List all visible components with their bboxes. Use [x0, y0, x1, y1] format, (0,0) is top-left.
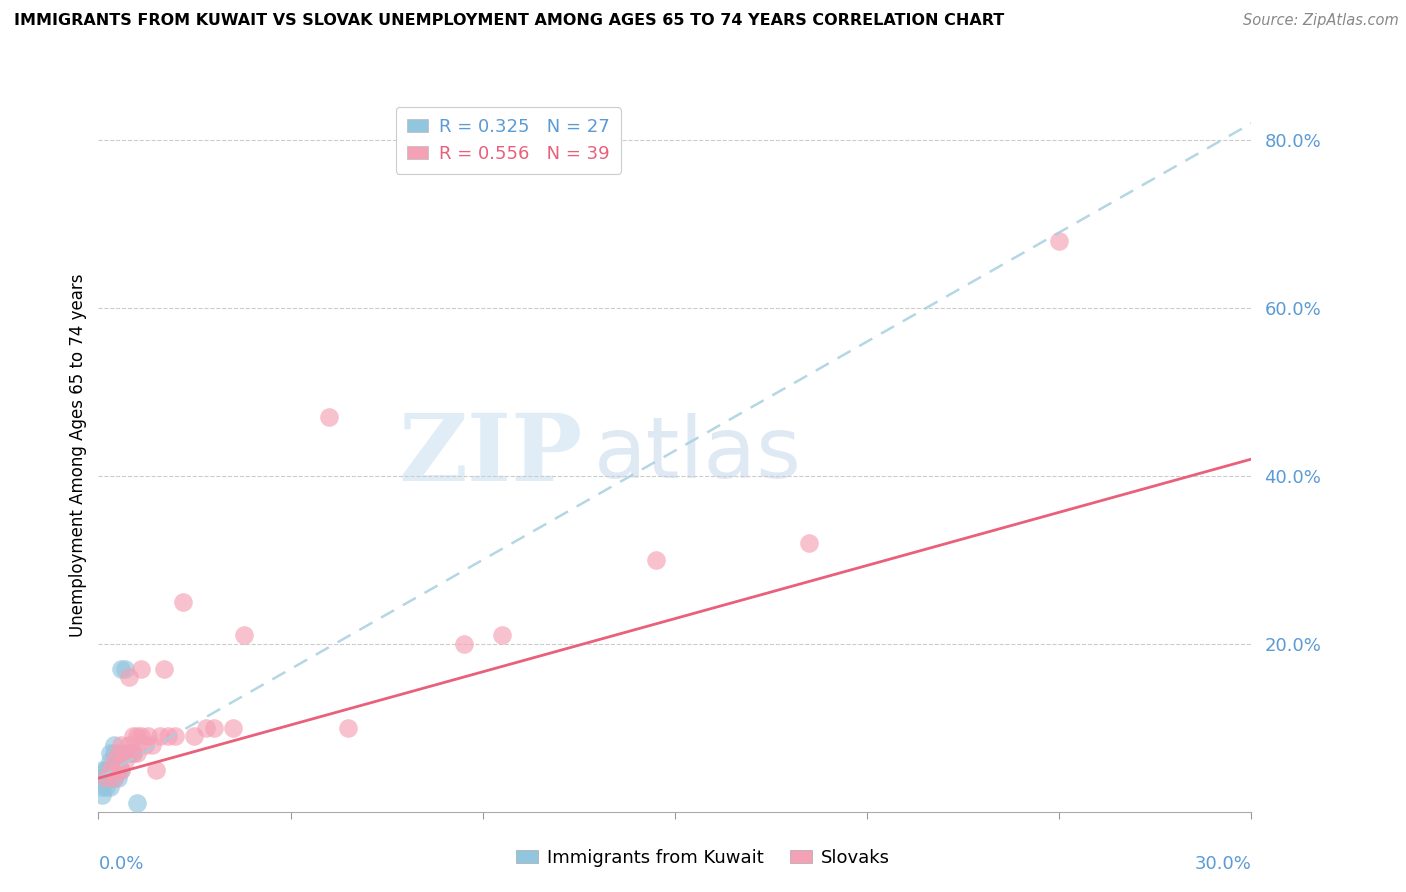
Point: [172, 595, 194, 609]
Point: [103, 771, 125, 785]
Point: [165, 729, 187, 743]
Point: [98, 771, 121, 785]
Point: [125, 729, 148, 743]
Point: [103, 746, 125, 760]
Point: [107, 746, 129, 760]
Text: 30.0%: 30.0%: [1195, 855, 1251, 872]
Point: [122, 746, 145, 760]
Point: [91, 763, 114, 777]
Point: [114, 755, 136, 769]
Point: [195, 721, 218, 735]
Text: Source: ZipAtlas.com: Source: ZipAtlas.com: [1243, 13, 1399, 29]
Point: [91, 788, 114, 802]
Point: [107, 763, 129, 777]
Point: [145, 763, 167, 777]
Point: [1047, 234, 1070, 248]
Point: [491, 628, 513, 642]
Point: [122, 746, 145, 760]
Point: [103, 738, 125, 752]
Point: [98, 746, 121, 760]
Point: [114, 746, 136, 760]
Point: [110, 763, 132, 777]
Point: [91, 771, 114, 785]
Legend: R = 0.325   N = 27, R = 0.556   N = 39: R = 0.325 N = 27, R = 0.556 N = 39: [395, 107, 620, 174]
Point: [94, 771, 117, 785]
Point: [202, 721, 225, 735]
Point: [183, 729, 205, 743]
Point: [98, 755, 121, 769]
Point: [103, 763, 125, 777]
Point: [107, 771, 129, 785]
Text: atlas: atlas: [595, 413, 803, 497]
Point: [98, 780, 121, 794]
Text: 0.0%: 0.0%: [98, 855, 143, 872]
Point: [122, 729, 145, 743]
Point: [125, 797, 148, 811]
Point: [799, 536, 821, 550]
Point: [156, 729, 179, 743]
Point: [98, 763, 121, 777]
Point: [91, 780, 114, 794]
Point: [110, 746, 132, 760]
Point: [94, 763, 117, 777]
Y-axis label: Unemployment Among Ages 65 to 74 years: Unemployment Among Ages 65 to 74 years: [69, 273, 87, 637]
Legend: Immigrants from Kuwait, Slovaks: Immigrants from Kuwait, Slovaks: [509, 842, 897, 874]
Point: [103, 771, 125, 785]
Point: [337, 721, 360, 735]
Point: [138, 729, 160, 743]
Point: [453, 637, 475, 651]
Point: [110, 763, 132, 777]
Point: [94, 780, 117, 794]
Point: [118, 670, 141, 684]
Point: [129, 662, 152, 676]
Text: IMMIGRANTS FROM KUWAIT VS SLOVAK UNEMPLOYMENT AMONG AGES 65 TO 74 YEARS CORRELAT: IMMIGRANTS FROM KUWAIT VS SLOVAK UNEMPLO…: [14, 13, 1004, 29]
Point: [110, 662, 132, 676]
Point: [644, 553, 666, 567]
Point: [134, 738, 156, 752]
Point: [110, 738, 132, 752]
Point: [149, 729, 172, 743]
Point: [98, 763, 121, 777]
Point: [114, 662, 136, 676]
Point: [222, 721, 245, 735]
Point: [318, 410, 340, 425]
Point: [118, 746, 141, 760]
Point: [107, 755, 129, 769]
Point: [129, 729, 152, 743]
Point: [233, 628, 256, 642]
Point: [141, 738, 163, 752]
Point: [94, 763, 117, 777]
Point: [125, 746, 148, 760]
Text: ZIP: ZIP: [398, 410, 582, 500]
Point: [107, 763, 129, 777]
Point: [118, 738, 141, 752]
Point: [103, 755, 125, 769]
Point: [152, 662, 174, 676]
Point: [94, 771, 117, 785]
